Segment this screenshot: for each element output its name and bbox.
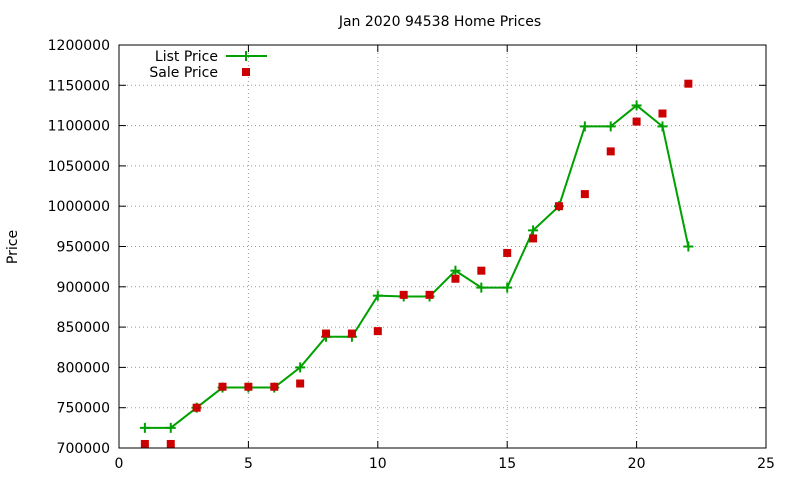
sale-price-point xyxy=(503,248,512,257)
grid-lines xyxy=(119,45,766,448)
y-tick-label: 1000000 xyxy=(48,199,110,215)
legend-label: Sale Price xyxy=(149,65,218,81)
sale-price-point xyxy=(373,327,382,336)
x-tick-label: 0 xyxy=(115,456,124,472)
y-tick-label: 1150000 xyxy=(48,78,110,94)
sale-price-point xyxy=(244,382,253,391)
list-price-point xyxy=(631,100,642,111)
tick-labels: 0 5 10 15 20 25 700000 750000 800000 850000 900000… xyxy=(48,38,775,472)
sale-price-point xyxy=(580,190,589,199)
x-tick-label: 15 xyxy=(498,456,516,472)
sale-price-point xyxy=(477,266,486,275)
sale-price-series xyxy=(140,79,693,448)
sale-price-point xyxy=(347,329,356,338)
list-price-point xyxy=(605,121,616,132)
y-tick-label: 850000 xyxy=(57,320,110,336)
x-tick-label: 10 xyxy=(369,456,387,472)
sale-price-point xyxy=(632,117,641,126)
axis-ticks xyxy=(118,44,767,449)
list-price-point xyxy=(502,282,513,293)
y-tick-label: 1050000 xyxy=(48,159,110,175)
list-price-point xyxy=(139,422,150,433)
sale-price-point xyxy=(425,290,434,299)
y-tick-label: 750000 xyxy=(57,401,110,417)
chart-title: Jan 2020 94538 Home Prices xyxy=(338,14,541,30)
sale-price-point xyxy=(451,274,460,283)
y-tick-label: 700000 xyxy=(57,441,110,457)
y-axis-label: Price xyxy=(5,230,21,264)
sale-price-point xyxy=(296,379,305,388)
y-tick-label: 1200000 xyxy=(48,38,110,54)
sale-price-point xyxy=(270,382,279,391)
list-price-point xyxy=(657,121,668,132)
sale-price-point xyxy=(554,202,563,211)
legend-swatch-marker xyxy=(242,68,250,76)
list-price-point xyxy=(683,241,694,252)
x-tick-label: 20 xyxy=(628,456,646,472)
legend-label: List Price xyxy=(155,49,218,65)
sale-price-point xyxy=(322,329,331,338)
x-tick-label: 25 xyxy=(757,456,775,472)
list-price-point xyxy=(295,362,306,373)
sale-price-point xyxy=(529,234,538,243)
list-price-point xyxy=(579,121,590,132)
list-price-point xyxy=(528,225,539,236)
sale-price-point xyxy=(684,79,693,88)
y-tick-label: 950000 xyxy=(57,240,110,256)
plot-frame xyxy=(118,44,767,449)
y-tick-label: 1100000 xyxy=(48,119,110,135)
list-price-line xyxy=(144,104,690,429)
list-price-point xyxy=(450,265,461,276)
x-tick-label: 5 xyxy=(244,456,253,472)
list-price-point xyxy=(372,290,383,301)
list-price-point xyxy=(476,282,487,293)
y-tick-label: 800000 xyxy=(57,360,110,376)
series-layer xyxy=(139,79,694,448)
sale-price-point xyxy=(140,439,149,448)
legend-swatch-marker xyxy=(241,51,251,61)
sale-price-point xyxy=(218,382,227,391)
y-tick-label: 900000 xyxy=(57,280,110,296)
sale-price-point xyxy=(192,403,201,412)
sale-price-point xyxy=(399,290,408,299)
sale-price-point xyxy=(166,439,175,448)
sale-price-point xyxy=(658,109,667,118)
list-price-point xyxy=(165,422,176,433)
sale-price-point xyxy=(606,147,615,156)
